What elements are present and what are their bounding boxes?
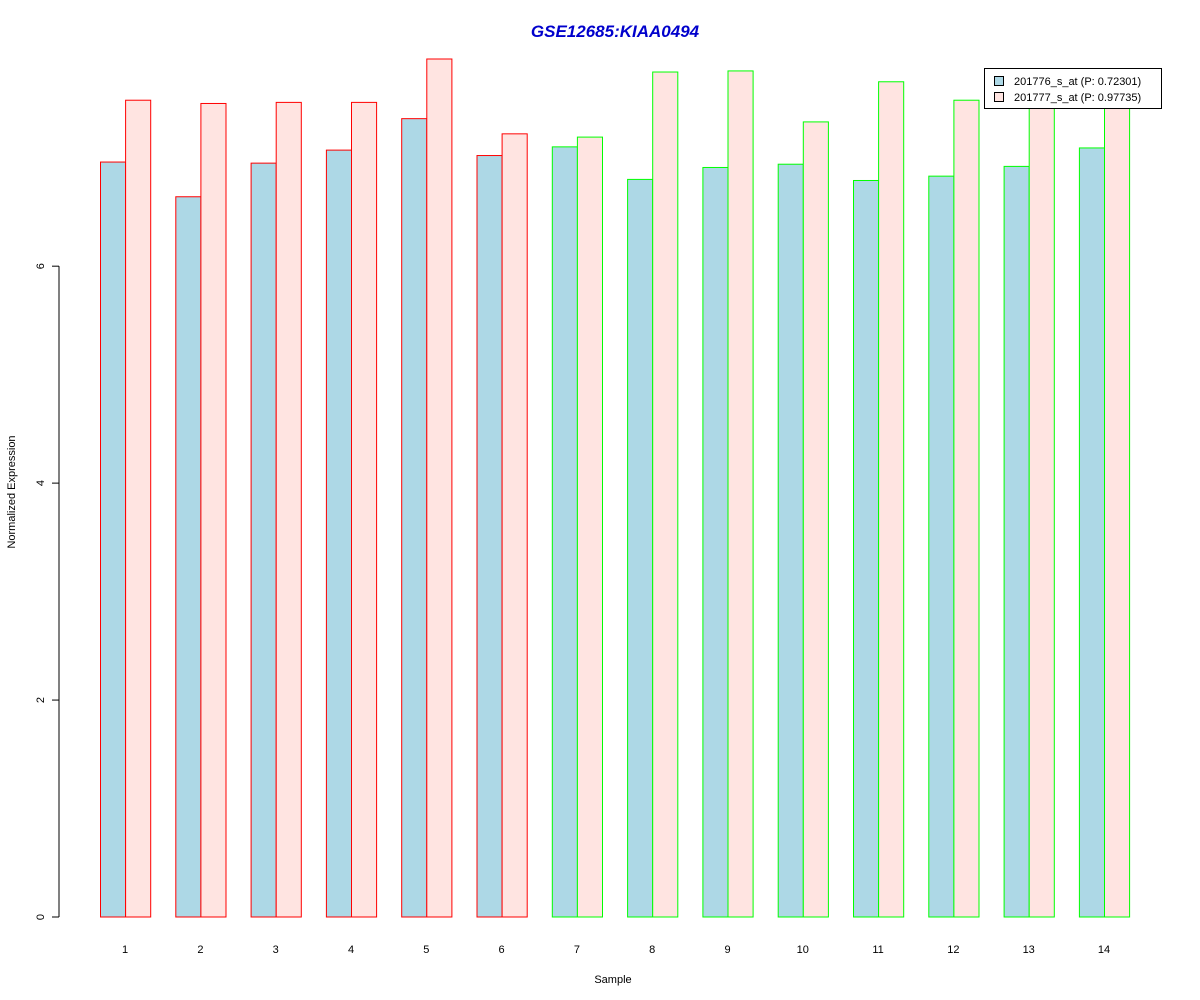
legend-swatch: [994, 92, 1004, 102]
bar: [250, 162, 277, 918]
bar: [777, 163, 804, 918]
x-tick-label: 12: [947, 944, 959, 956]
bar-plot-area: [100, 58, 1131, 918]
legend-entry: 201777_s_at (P: 0.97735): [1014, 92, 1141, 104]
legend-swatch: [994, 76, 1004, 86]
bar: [551, 146, 578, 918]
bar: [727, 70, 754, 918]
x-tick-label: 4: [348, 944, 354, 956]
y-tick-label: 0: [35, 914, 47, 920]
bar: [928, 175, 955, 918]
x-tick-label: 14: [1098, 944, 1110, 956]
bar: [652, 71, 679, 918]
x-tick-label: 10: [797, 944, 809, 956]
bar: [576, 136, 604, 918]
bar: [627, 178, 654, 918]
x-tick-label: 5: [423, 944, 429, 956]
bar: [1078, 147, 1106, 918]
legend: 201776_s_at (P: 0.72301) 201777_s_at (P: …: [984, 68, 1162, 109]
chart-title: GSE12685:KIAA0494: [531, 22, 700, 41]
x-tick-label: 7: [574, 944, 580, 956]
x-tick-label: 6: [499, 944, 505, 956]
bar: [878, 81, 905, 918]
bar: [426, 58, 453, 918]
x-tick-label: 11: [872, 944, 883, 956]
legend-entry: 201776_s_at (P: 0.72301): [1014, 76, 1141, 88]
y-tick-label: 2: [35, 697, 47, 703]
bar: [802, 121, 829, 918]
x-tick-label: 13: [1023, 944, 1035, 956]
bar: [501, 133, 528, 918]
bar: [275, 101, 302, 918]
bar: [953, 99, 980, 918]
y-tick-label: 4: [35, 480, 47, 486]
y-axis-label: Normalized Expression: [6, 435, 18, 548]
bar: [853, 179, 880, 918]
bar: [200, 102, 227, 918]
bar: [1003, 165, 1030, 918]
bar: [175, 196, 202, 918]
bar: [325, 149, 352, 918]
x-tick-label: 3: [273, 944, 279, 956]
bar: [351, 101, 378, 918]
x-tick-label: 1: [122, 944, 128, 956]
legend-box: [984, 68, 1162, 109]
x-tick-label: 9: [724, 944, 730, 956]
bar: [476, 155, 503, 918]
bar: [1028, 100, 1055, 918]
bar: [1104, 98, 1131, 918]
bar: [125, 99, 152, 918]
y-axis: 0 2 4 6: [35, 263, 60, 920]
x-tick-label: 8: [649, 944, 655, 956]
x-tick-label: 2: [197, 944, 203, 956]
bar: [401, 118, 428, 918]
x-axis-label: Sample: [594, 974, 631, 986]
bar: [702, 166, 729, 918]
bar: [100, 161, 127, 918]
x-axis-tick-labels: 1 2 3 4 5 6 7 8 9 10 11 12 13 14: [122, 944, 1110, 956]
y-tick-label: 6: [35, 263, 47, 269]
